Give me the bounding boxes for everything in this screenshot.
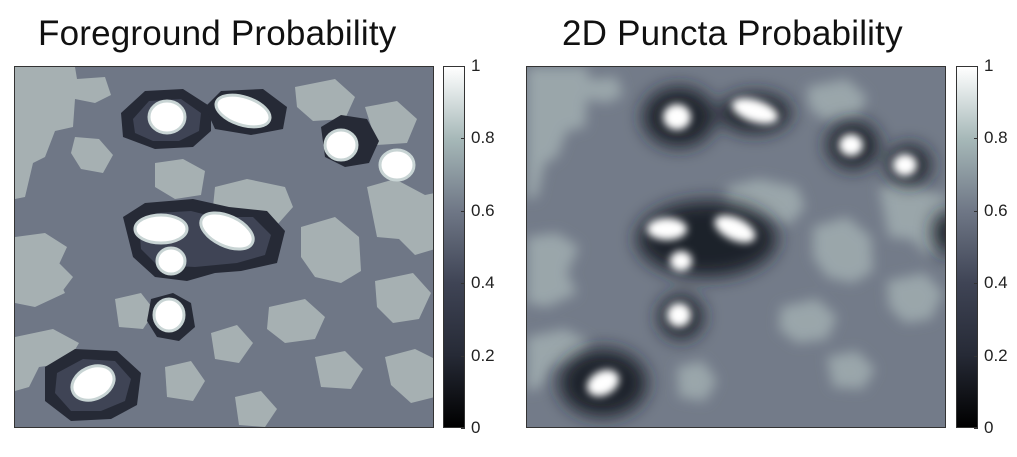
light-patch	[155, 159, 205, 199]
colorbar	[443, 66, 465, 428]
colorbar-tick-label: 0.2	[974, 346, 1008, 366]
colorbar-tick-label: 0.6	[461, 201, 495, 221]
colorbar-tick-label: 0.4	[461, 273, 495, 293]
colorbar-tick-labels: 1 0.8 0.6 0.4 0.2 0	[973, 56, 1017, 437]
colorbar-tick-label: 0.8	[461, 128, 495, 148]
light-patch	[165, 361, 205, 401]
blob	[731, 98, 779, 124]
light-patch	[115, 293, 155, 329]
colorbar-tick-label: 0.4	[974, 273, 1008, 293]
light-patch	[677, 361, 717, 401]
light-patch	[35, 263, 73, 293]
halo	[637, 201, 777, 277]
blob	[893, 154, 917, 176]
light-patch	[15, 67, 111, 199]
light-patch	[385, 349, 433, 403]
bright-blobs	[586, 98, 917, 397]
blob	[214, 93, 272, 129]
chart-title: 2D Puncta Probability	[562, 14, 903, 53]
light-patch	[779, 299, 837, 343]
puncta-heatmap	[526, 66, 946, 428]
colorbar-tick-label: 0.8	[974, 128, 1008, 148]
blob	[670, 251, 692, 271]
light-patch	[315, 351, 363, 389]
colorbar-tick-label: 0	[973, 418, 993, 438]
foreground-probability-panel: Foreground Probability	[0, 0, 505, 457]
colorbar-tick-label: 0.2	[461, 346, 495, 366]
blob	[378, 148, 416, 182]
colorbar	[956, 66, 978, 428]
blob	[147, 99, 187, 135]
puncta-heatmap-svg	[527, 67, 945, 427]
light-patch	[887, 273, 943, 323]
light-patches	[527, 67, 945, 401]
blob	[155, 246, 187, 276]
blob	[839, 134, 863, 156]
light-patch	[71, 137, 113, 173]
blob	[323, 128, 359, 162]
foreground-heatmap	[14, 66, 434, 428]
blob	[667, 303, 691, 327]
light-patch	[295, 79, 355, 121]
halo	[933, 211, 945, 255]
light-patch	[527, 67, 623, 199]
blob	[70, 364, 116, 402]
light-patch	[365, 101, 417, 145]
light-patch	[807, 79, 867, 121]
light-patch	[301, 217, 361, 283]
puncta-probability-panel: 2D Puncta Probability	[512, 0, 1017, 457]
blob	[133, 213, 189, 245]
blob	[586, 369, 620, 397]
light-patch	[267, 299, 325, 343]
blob	[714, 215, 756, 243]
light-patch	[367, 179, 433, 255]
colorbar-tick-label: 0	[460, 418, 480, 438]
colorbar-tick-label: 1	[973, 56, 993, 76]
light-patch	[375, 273, 431, 323]
light-patch	[15, 329, 79, 391]
light-patch	[527, 233, 579, 307]
bright-blobs	[70, 93, 416, 402]
blob	[647, 218, 687, 240]
light-patch	[235, 391, 277, 427]
light-patch	[813, 217, 873, 283]
colorbar-tick-label: 0.6	[974, 201, 1008, 221]
colorbar-tick-labels: 1 0.8 0.6 0.4 0.2 0	[460, 56, 515, 437]
colorbar-tick-label: 1	[460, 56, 480, 76]
light-patch	[879, 179, 945, 255]
blob	[199, 211, 255, 251]
foreground-heatmap-svg	[15, 67, 433, 427]
light-patch	[527, 329, 591, 391]
chart-title: Foreground Probability	[38, 14, 397, 53]
light-patch	[211, 325, 253, 363]
light-patch	[827, 351, 875, 389]
blob	[152, 297, 186, 333]
blob	[663, 104, 691, 130]
